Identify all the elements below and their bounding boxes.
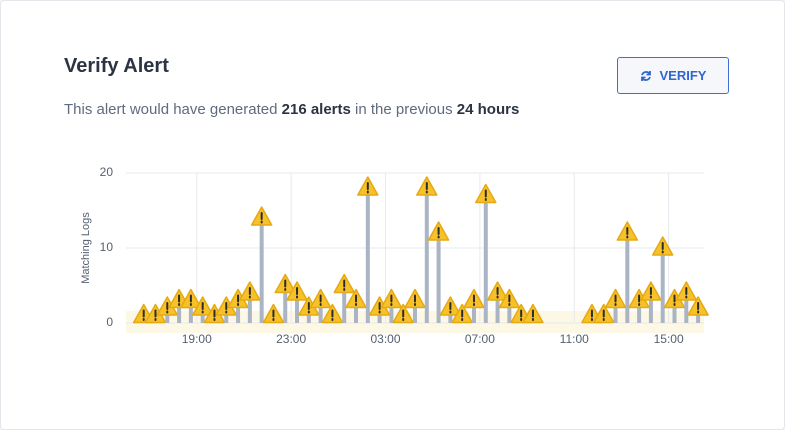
bar xyxy=(236,300,241,323)
bar xyxy=(247,293,252,323)
y-axis-label: Matching Logs xyxy=(80,212,92,284)
bar xyxy=(495,293,500,323)
bar xyxy=(660,248,665,323)
x-tick-label: 03:00 xyxy=(370,332,400,346)
bar xyxy=(648,293,653,323)
summary-period: 24 hours xyxy=(456,101,520,118)
bar xyxy=(365,188,370,323)
bar xyxy=(177,300,182,323)
bar xyxy=(259,218,264,323)
y-tick-label: 0 xyxy=(106,315,113,329)
x-tick-label: 15:00 xyxy=(654,332,684,346)
bar xyxy=(625,233,630,323)
summary-text: This alert would have generated xyxy=(64,101,278,118)
x-tick-label: 19:00 xyxy=(182,332,212,346)
bar xyxy=(424,188,429,323)
bar xyxy=(354,300,359,323)
title: Verify Alert xyxy=(64,55,169,77)
bar xyxy=(483,195,488,323)
refresh-icon xyxy=(640,70,651,81)
bar xyxy=(188,300,193,323)
y-tick-label: 10 xyxy=(100,240,114,254)
summary-text: in the previous xyxy=(355,101,453,118)
bar xyxy=(389,300,394,323)
y-tick-label: 20 xyxy=(100,165,114,179)
x-tick-label: 23:00 xyxy=(276,332,306,346)
bar xyxy=(613,300,618,323)
summary-count: 216 alerts xyxy=(281,101,351,118)
summary: This alert would have generated 216 aler… xyxy=(64,101,519,118)
bar xyxy=(413,300,417,323)
verify-button[interactable]: VERIFY xyxy=(617,57,729,94)
bar xyxy=(672,300,677,323)
bar xyxy=(295,293,300,323)
bar xyxy=(471,300,476,323)
bar xyxy=(436,233,441,323)
bar xyxy=(342,285,347,323)
bar xyxy=(684,293,689,323)
bar xyxy=(637,300,642,323)
x-tick-label: 07:00 xyxy=(465,332,495,346)
bar xyxy=(283,285,288,323)
bar xyxy=(507,300,512,323)
x-tick-label: 11:00 xyxy=(560,332,589,346)
button-label: VERIFY xyxy=(659,68,707,83)
bar xyxy=(318,300,323,323)
